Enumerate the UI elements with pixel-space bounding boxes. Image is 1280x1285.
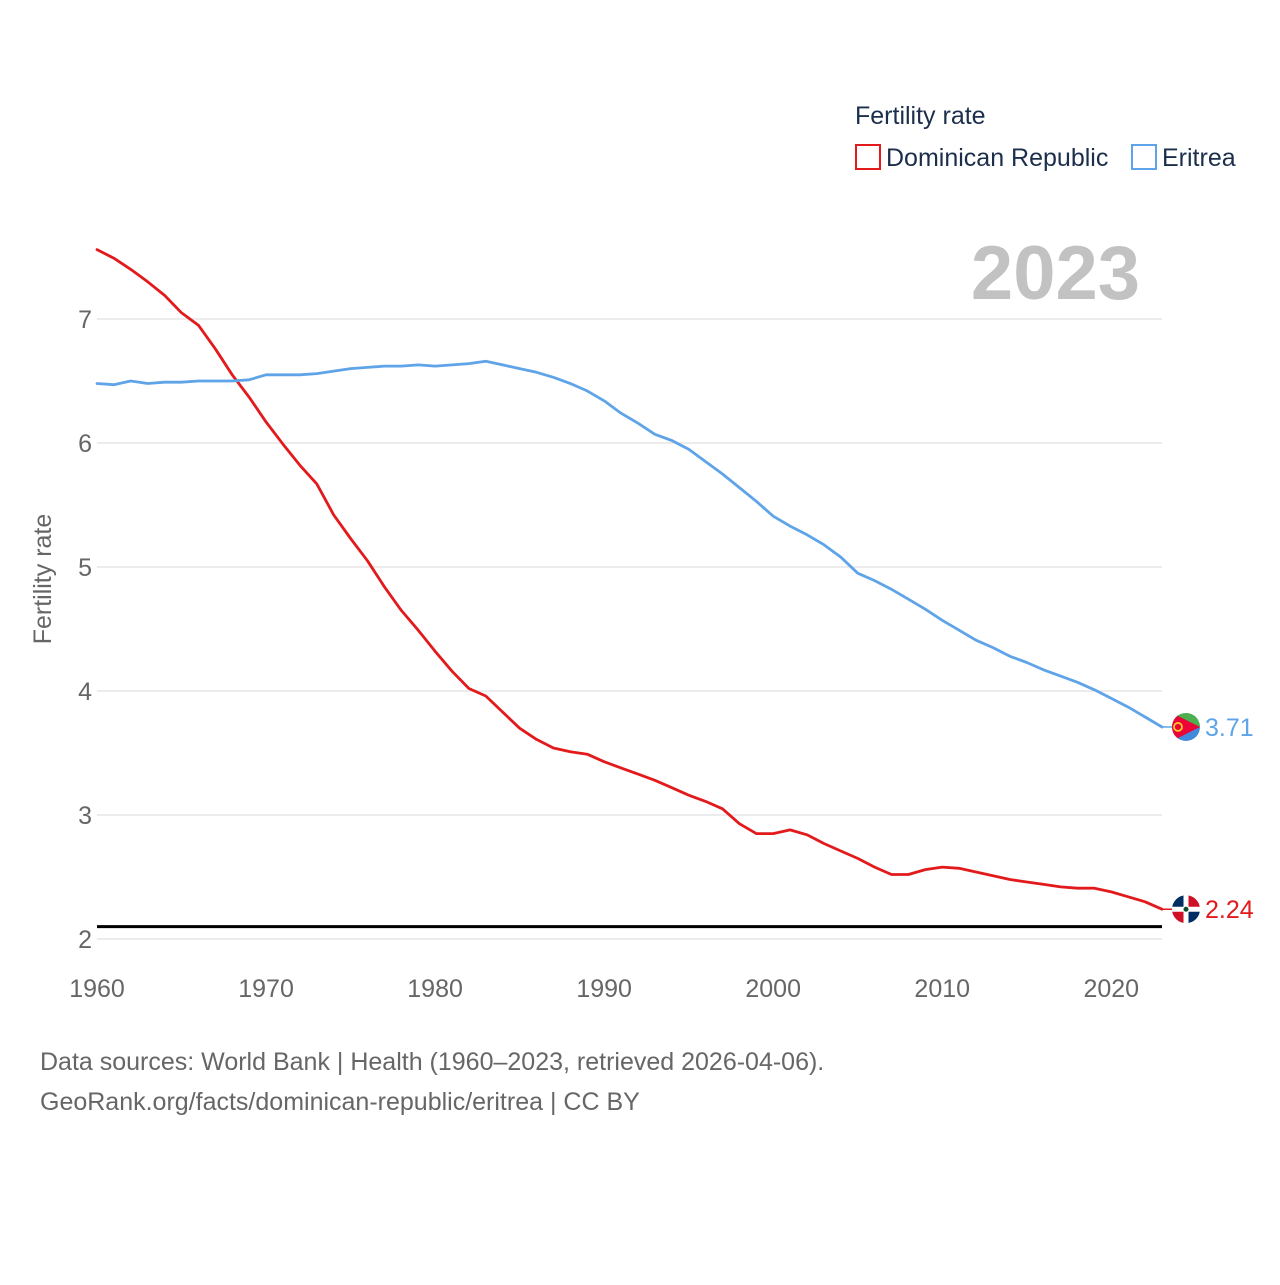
x-tick-label: 1990 (576, 975, 632, 1003)
legend-label-dominican-republic: Dominican Republic (886, 144, 1108, 172)
footer-credit[interactable]: GeoRank.org/facts/dominican-republic/eri… (40, 1088, 640, 1116)
gridlines (97, 318, 1162, 940)
x-tick-label: 1970 (238, 975, 294, 1003)
legend: Fertility rate Dominican Republic Eritre… (855, 102, 1236, 172)
legend-item-dominican-republic[interactable]: Dominican Republic (855, 144, 1108, 172)
y-tick-label: 4 (78, 678, 92, 706)
x-tick-labels: 1960 1970 1980 1990 2000 2010 2020 (69, 975, 1139, 1003)
eritrea-flag-icon (1172, 712, 1200, 741)
end-value-label: 3.71 (1205, 714, 1254, 742)
x-tick-label: 2020 (1083, 975, 1139, 1003)
x-tick-label: 1980 (407, 975, 463, 1003)
dominican-republic-flag-icon (1172, 895, 1200, 924)
y-tick-label: 6 (78, 430, 92, 458)
y-tick-label: 7 (78, 306, 92, 334)
y-tick-labels: 2 3 4 5 6 7 (78, 306, 92, 954)
legend-title: Fertility rate (855, 102, 986, 130)
series-line-dominican-republic[interactable] (95, 248, 1164, 911)
legend-swatch-dominican-republic (855, 144, 881, 170)
x-tick-label: 1960 (69, 975, 125, 1003)
footer: Data sources: World Bank | Health (1960–… (40, 1042, 824, 1122)
y-axis-title: Fertility rate (29, 514, 57, 645)
legend-item-eritrea[interactable]: Eritrea (1131, 144, 1236, 172)
legend-swatch-eritrea (1131, 144, 1157, 170)
x-tick-label: 2000 (745, 975, 801, 1003)
y-tick-label: 5 (78, 554, 92, 582)
series-lines (95, 248, 1164, 911)
y-tick-label: 3 (78, 802, 92, 830)
x-tick-label: 2010 (914, 975, 970, 1003)
series-end-markers: 2.24 3.71 (1162, 712, 1254, 924)
footer-sources: Data sources: World Bank | Health (1960–… (40, 1048, 825, 1076)
legend-label-eritrea: Eritrea (1162, 144, 1236, 172)
y-tick-label: 2 (78, 926, 92, 954)
year-label: 2023 (971, 231, 1140, 316)
end-value-label: 2.24 (1205, 896, 1254, 924)
series-line-eritrea[interactable] (95, 359, 1164, 729)
